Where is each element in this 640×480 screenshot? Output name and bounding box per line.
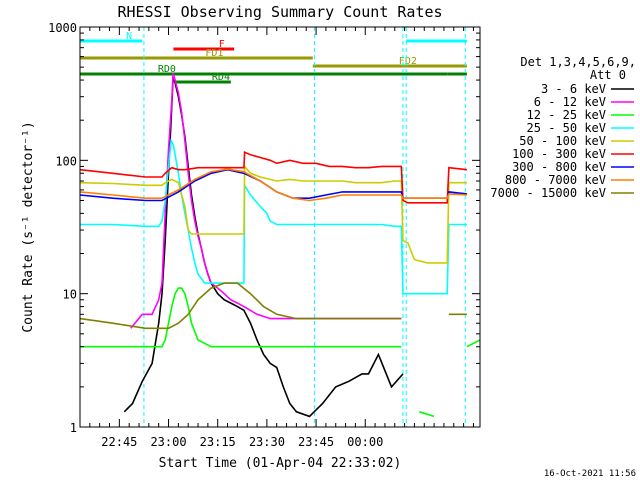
series-line-12-25-kev — [80, 287, 481, 418]
legend-entry-label: 3 - 6 keV — [541, 82, 606, 96]
y-tick-label: 100 — [55, 154, 77, 168]
x-tick-label: 23:45 — [298, 435, 334, 449]
legend-entry-label: 25 - 50 keV — [527, 121, 606, 135]
series-line-7000-15000-kev — [79, 282, 467, 330]
x-tick-label: 23:00 — [150, 435, 186, 449]
series-line-100-300-kev — [79, 150, 467, 204]
legend-header-line-1: Det 1,3,4,5,6,9, — [520, 55, 636, 69]
series-line-800-7000-kev — [79, 168, 467, 202]
x-axis: 22:45 23:00 23:15 23:30 23:45 00:00 — [79, 27, 474, 449]
legend-entry-label: 50 - 100 keV — [519, 134, 606, 148]
y-tick-label: 1000 — [48, 21, 77, 35]
legend-header-line-2: Att 0 — [590, 68, 626, 82]
series-layer — [79, 73, 481, 418]
x-tick-label: 23:30 — [249, 435, 285, 449]
legend-entry-label: 12 - 25 keV — [527, 108, 606, 122]
x-axis-label: Start Time (01-Apr-04 22:33:02) — [159, 456, 402, 471]
y-tick-label: 10 — [63, 288, 77, 302]
flag-label-n: N — [126, 31, 132, 42]
y-tick-label: 1 — [70, 421, 77, 435]
plot-area-frame — [79, 26, 481, 428]
y-axis: 1 10 100 1000 — [48, 21, 480, 435]
flag-label-rd0: RD0 — [158, 64, 176, 75]
flag-label-f: F — [219, 39, 225, 50]
flag-label-rd4: RD4 — [212, 72, 230, 83]
x-tick-label: 00:00 — [347, 435, 383, 449]
series-line-50-100-kev — [79, 164, 467, 264]
legend-entry-label: 300 - 800 keV — [512, 160, 606, 174]
legend-entry-label: 800 - 7000 keV — [505, 173, 606, 187]
legend-entry-label: 6 - 12 keV — [534, 95, 606, 109]
chart-title: RHESSI Observing Summary Count Rates — [117, 3, 442, 21]
x-tick-label: 23:15 — [200, 435, 236, 449]
footer-timestamp: 16-Oct-2021 11:56 — [544, 469, 636, 479]
legend-entry-label: 100 - 300 keV — [512, 147, 606, 161]
legend-entry-label: 7000 - 15000 keV — [490, 186, 606, 200]
x-tick-label: 22:45 — [101, 435, 137, 449]
y-axis-label: Count Rate (s⁻¹ detector⁻¹) — [21, 121, 36, 332]
series-line-25-50-kev — [80, 138, 467, 295]
flag-label-fd1: FD1 — [205, 48, 223, 59]
flag-label-fd2: FD2 — [399, 56, 417, 67]
